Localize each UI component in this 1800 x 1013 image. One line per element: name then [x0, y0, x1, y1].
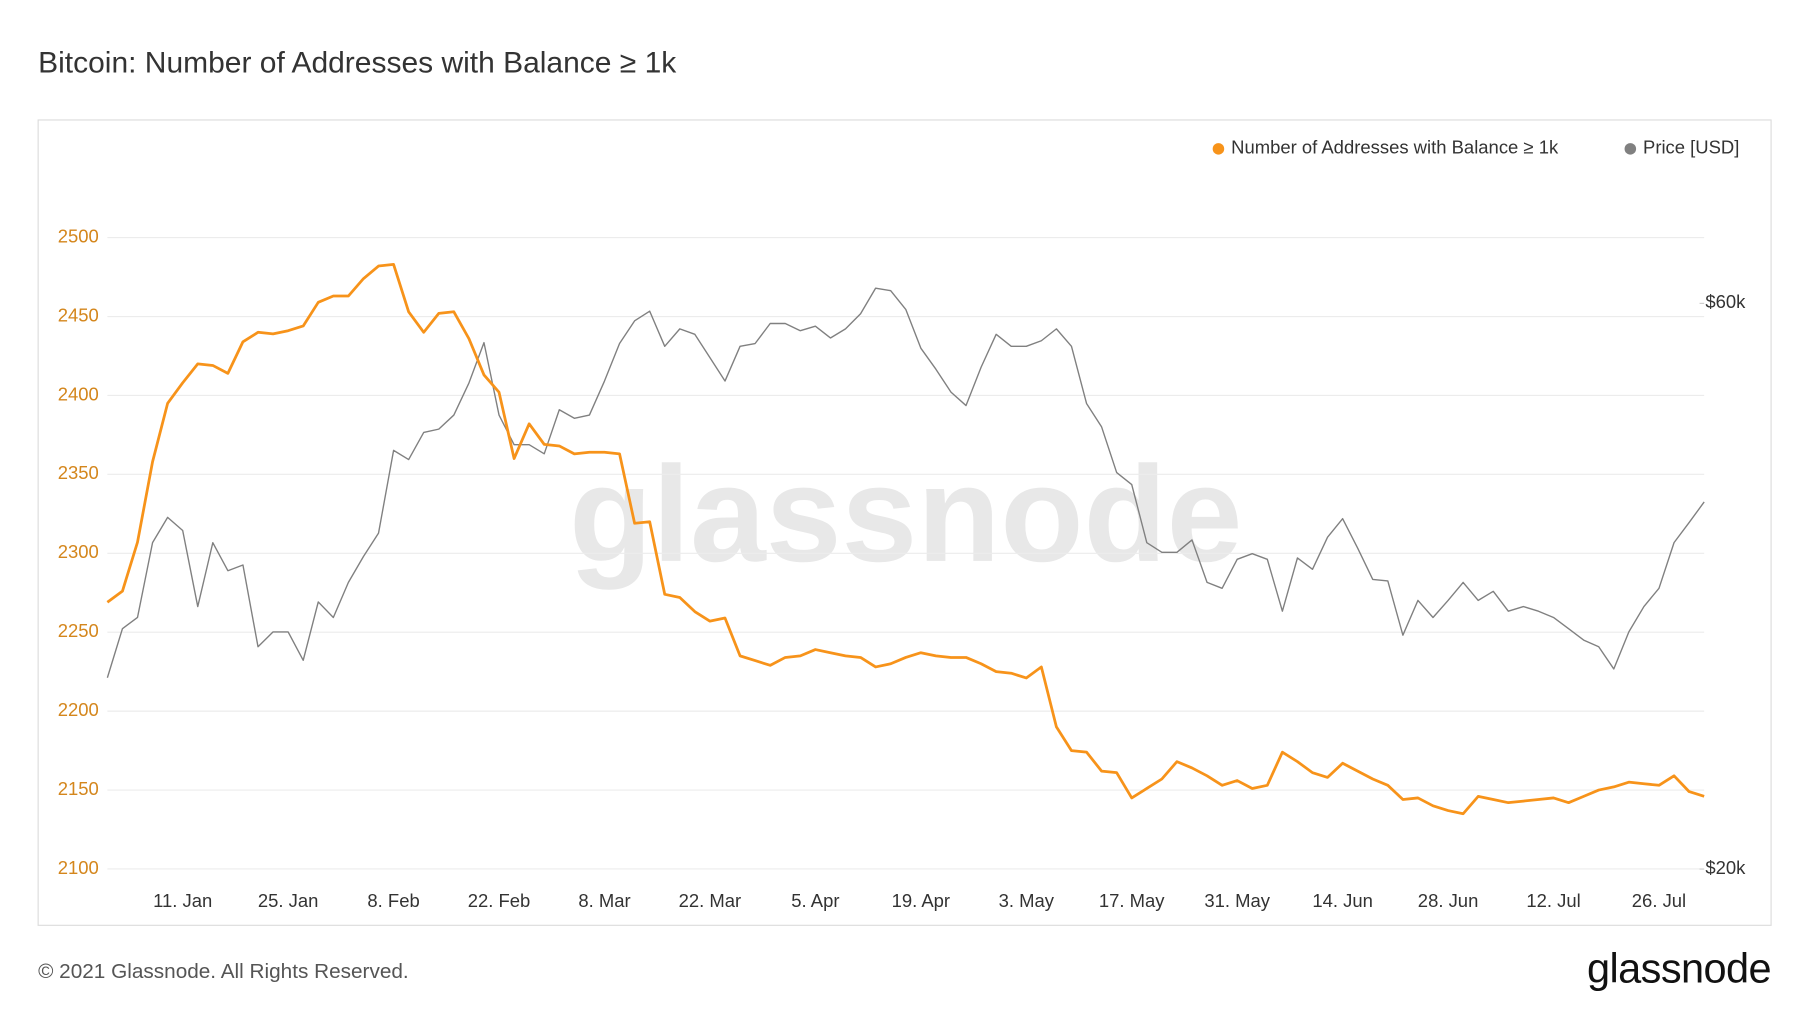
legend-label: Price [USD] [1643, 137, 1739, 158]
x-tick-label: 12. Jul [1526, 890, 1580, 911]
chart-frame [37, 119, 1772, 926]
chart-title: Bitcoin: Number of Addresses with Balanc… [38, 47, 677, 80]
logo: glassnode [1587, 944, 1771, 991]
x-tick-label: 5. Apr [791, 890, 839, 911]
x-tick-label: 22. Mar [679, 890, 742, 911]
y-tick-label: 2400 [58, 383, 99, 404]
y-tick-label: 2200 [58, 699, 99, 720]
series-line [106, 263, 1705, 816]
y-tick-label: 2100 [58, 857, 99, 878]
y-tick-label: 2150 [58, 778, 99, 799]
y-tick-label: 2450 [58, 304, 99, 325]
series-line [106, 287, 1705, 678]
x-tick-label: 19. Apr [892, 890, 950, 911]
x-tick-label: 25. Jan [258, 890, 319, 911]
y2-tick-label: $20k [1705, 857, 1746, 878]
y-tick-label: 2250 [58, 620, 99, 641]
x-tick-label: 3. May [999, 890, 1055, 911]
x-tick-label: 11. Jan [153, 890, 212, 911]
copyright: © 2021 Glassnode. All Rights Reserved. [38, 960, 409, 983]
x-tick-label: 8. Mar [578, 890, 630, 911]
legend-marker [1212, 143, 1225, 155]
x-tick-label: 22. Feb [468, 890, 531, 911]
x-tick-label: 28. Jun [1418, 890, 1479, 911]
y-tick-label: 2350 [58, 462, 99, 483]
legend-label: Number of Addresses with Balance ≥ 1k [1231, 137, 1559, 158]
x-tick-label: 17. May [1099, 890, 1165, 911]
x-tick-label: 8. Feb [367, 890, 419, 911]
legend-marker [1624, 143, 1637, 155]
x-tick-label: 14. Jun [1312, 890, 1373, 911]
legend: Number of Addresses with Balance ≥ 1k Pri… [1212, 137, 1739, 158]
x-tick-label: 31. May [1204, 890, 1270, 911]
watermark: glassnode [569, 438, 1242, 590]
y2-tick-label: $60k [1705, 291, 1746, 312]
x-tick-label: 26. Jul [1632, 890, 1686, 911]
y-tick-label: 2300 [58, 541, 99, 562]
y-tick-label: 2500 [58, 225, 99, 246]
